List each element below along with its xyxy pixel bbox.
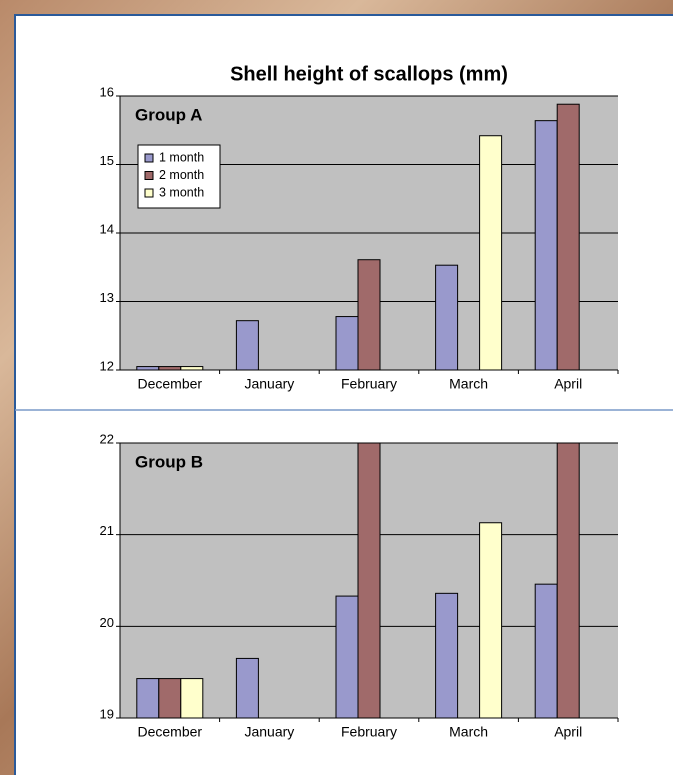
y-tick-label: 20 <box>100 615 114 630</box>
y-tick-label: 12 <box>100 358 114 373</box>
x-tick-label: January <box>244 724 294 740</box>
y-tick-label: 19 <box>100 706 114 721</box>
y-tick-label: 15 <box>100 153 114 168</box>
y-tick-label: 13 <box>100 290 114 305</box>
bar <box>535 584 557 718</box>
bar <box>358 260 380 370</box>
bar <box>436 593 458 718</box>
bar <box>336 317 358 370</box>
x-tick-label: December <box>138 724 203 740</box>
legend-label: 2 month <box>159 168 204 182</box>
chart: Shell height of scallops (mm) 12 13 14 15 16 D… <box>0 0 673 775</box>
y-tick-label: 14 <box>100 221 114 236</box>
bar <box>336 596 358 718</box>
x-tick-label: February <box>341 724 397 740</box>
legend-swatch <box>145 154 153 162</box>
bar <box>557 443 579 718</box>
bar <box>557 104 579 370</box>
x-tick-label: March <box>449 376 488 392</box>
bar <box>236 658 258 718</box>
bar <box>137 679 159 718</box>
group-label: Group A <box>135 105 202 124</box>
chart-title: Shell height of scallops (mm) <box>230 63 508 85</box>
legend-swatch <box>145 189 153 197</box>
legend-label: 1 month <box>159 150 204 164</box>
legend-swatch <box>145 172 153 180</box>
bar <box>159 367 181 370</box>
bar <box>181 367 203 370</box>
x-tick-label: February <box>341 376 397 392</box>
y-tick-label: 21 <box>100 523 114 538</box>
y-tick-label: 22 <box>100 431 114 446</box>
bar <box>181 679 203 718</box>
x-tick-label: January <box>244 376 294 392</box>
bar <box>159 679 181 718</box>
bar <box>358 443 380 718</box>
bar <box>480 136 502 370</box>
legend-label: 3 month <box>159 185 204 199</box>
x-tick-label: December <box>138 376 203 392</box>
x-tick-label: April <box>554 724 582 740</box>
group-label: Group B <box>135 452 203 471</box>
bar <box>137 367 159 370</box>
bar <box>236 321 258 370</box>
bar <box>480 523 502 718</box>
y-tick-label: 16 <box>100 84 114 99</box>
bar <box>436 265 458 370</box>
bar <box>535 121 557 370</box>
x-tick-label: March <box>449 724 488 740</box>
page: {"chart_data": [ {"type": "bar", "title"… <box>0 0 673 775</box>
x-tick-label: April <box>554 376 582 392</box>
